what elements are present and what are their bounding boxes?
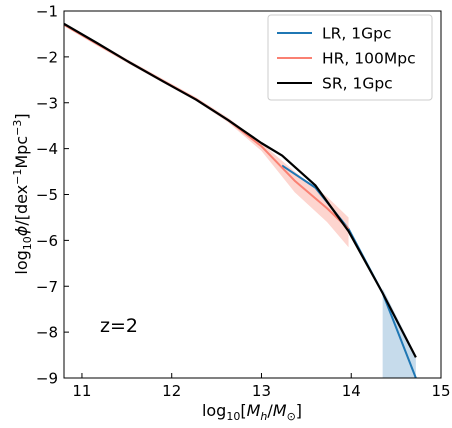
x-axis-ticks: 11 12 13 14 15: [72, 373, 451, 400]
legend-label: HR, 100Mpc: [322, 50, 416, 68]
legend-label: SR, 1Gpc: [322, 75, 393, 93]
y-tick-label: −4: [36, 140, 58, 158]
y-axis-ticks: −1 −2 −3 −4 −5 −6 −7 −8 −9: [36, 3, 69, 388]
y-tick-label: −3: [36, 94, 58, 112]
redshift-annotation: z=2: [100, 315, 138, 337]
legend-box: [267, 14, 433, 101]
x-tick-label: 12: [162, 382, 181, 400]
y-tick-label: −7: [36, 278, 58, 296]
y-tick-label: −6: [36, 232, 58, 250]
x-axis-label: log10[Mh/M⊙]: [202, 401, 302, 423]
x-tick-label: 11: [72, 382, 91, 400]
y-axis-label: log10ϕ/[dex−1Mpc−3]: [11, 113, 34, 274]
x-tick-label: 14: [342, 382, 361, 400]
x-tick-label: 15: [431, 382, 450, 400]
y-tick-label: −5: [36, 186, 58, 204]
y-tick-label: −2: [36, 48, 58, 66]
x-tick-label: 13: [252, 382, 271, 400]
legend: LR, 1Gpc HR, 100Mpc SR, 1Gpc: [267, 14, 433, 101]
y-tick-label: −9: [36, 370, 58, 388]
series-lines: [64, 22, 417, 378]
y-tick-label: −8: [36, 324, 58, 342]
y-tick-label: −1: [36, 3, 58, 21]
line-series-2: [64, 22, 417, 358]
legend-label: LR, 1Gpc: [322, 25, 392, 43]
